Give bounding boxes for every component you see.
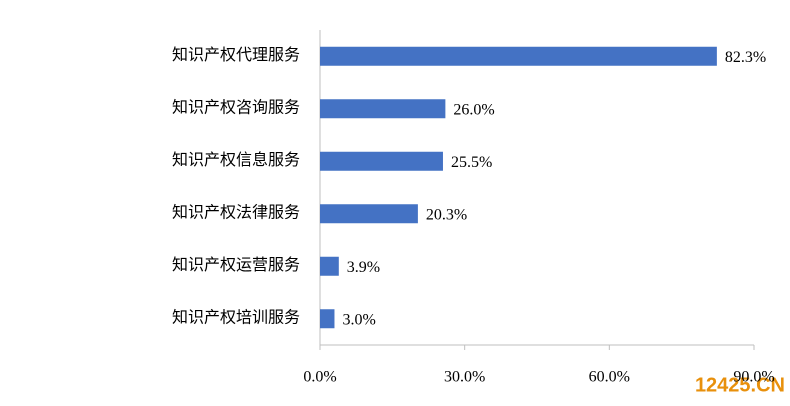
data-label: 82.3% xyxy=(725,49,766,66)
y-tick-label: 知识产权运营服务 xyxy=(172,256,300,274)
watermark: 12425.CN xyxy=(695,374,785,396)
x-tick-label: 0.0% xyxy=(303,369,336,386)
y-tick-label: 知识产权信息服务 xyxy=(172,151,300,169)
data-label: 3.9% xyxy=(347,259,380,276)
data-label: 25.5% xyxy=(451,154,492,171)
y-tick-label: 知识产权咨询服务 xyxy=(172,98,300,116)
bar xyxy=(320,256,339,276)
bar xyxy=(320,204,418,224)
data-label: 20.3% xyxy=(426,206,467,223)
x-tick-label: 90.0% xyxy=(733,369,774,386)
bar xyxy=(320,46,717,66)
y-tick-label: 知识产权培训服务 xyxy=(172,308,300,326)
x-tick-label: 30.0% xyxy=(444,369,485,386)
bar xyxy=(320,99,446,119)
bar xyxy=(320,151,443,171)
y-tick-label: 知识产权法律服务 xyxy=(172,203,300,221)
data-label: 26.0% xyxy=(453,101,494,118)
data-label: 3.0% xyxy=(342,311,375,328)
bar xyxy=(320,309,335,329)
x-tick-label: 60.0% xyxy=(589,369,630,386)
y-tick-label: 知识产权代理服务 xyxy=(172,46,300,64)
